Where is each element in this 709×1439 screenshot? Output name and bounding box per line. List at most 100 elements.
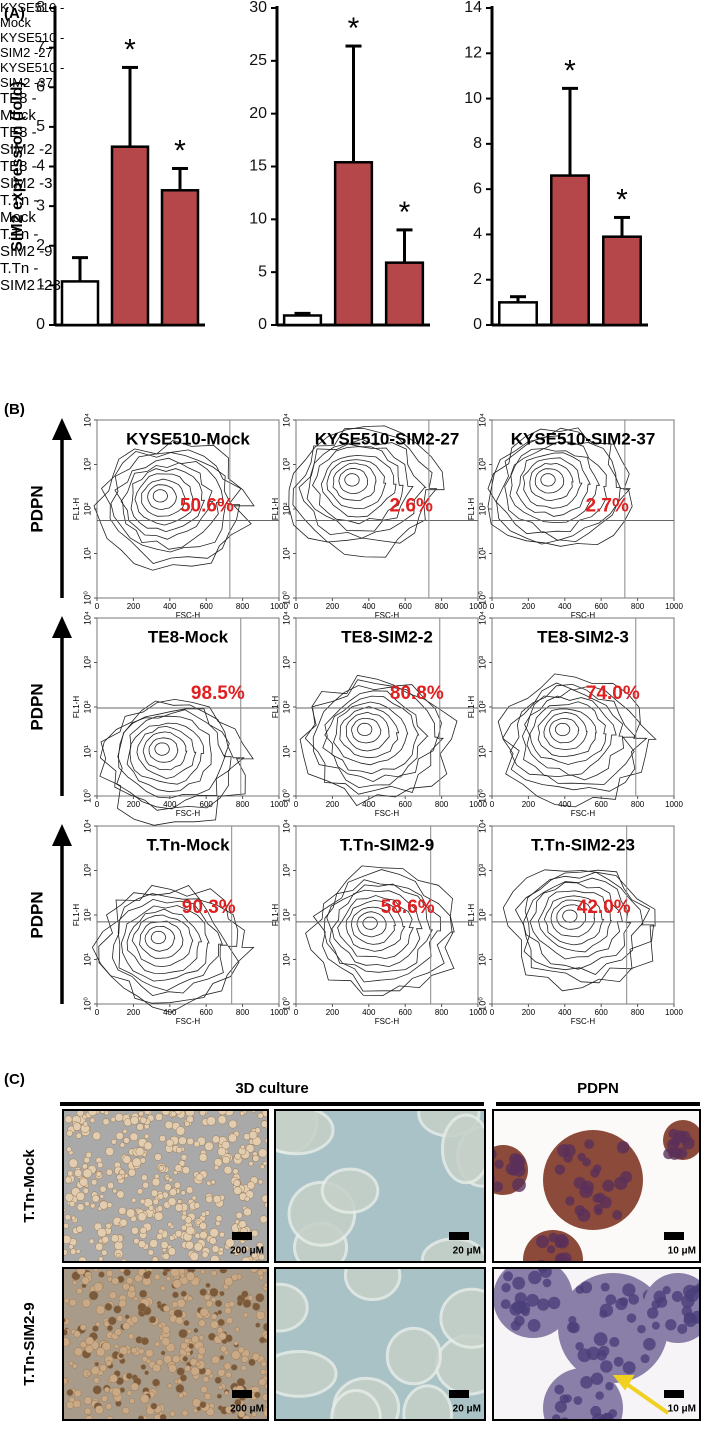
y-tick-label: 10²: [82, 700, 92, 713]
y-tick-label: 10²: [477, 908, 487, 921]
y-tick-label: 10⁴: [477, 611, 487, 625]
cell: [98, 1256, 104, 1262]
cell: [81, 1163, 88, 1170]
cell: [126, 1390, 133, 1396]
cell: [217, 1147, 227, 1157]
contour: [110, 451, 232, 553]
y-tick-label: 30: [249, 0, 267, 16]
x-tick-label: 200: [522, 1008, 536, 1017]
y-tick-label: 10³: [281, 656, 291, 669]
cell: [138, 1111, 144, 1117]
cell: [260, 1369, 267, 1375]
cell: [219, 1290, 225, 1297]
cell: [95, 1171, 102, 1177]
cell: [154, 1211, 164, 1221]
y-tick-label: 10²: [281, 908, 291, 921]
y-tick-label: 10⁰: [281, 591, 291, 605]
contour: [529, 462, 574, 502]
x-tick-label: T.Tn -SIM2 -9: [0, 226, 53, 260]
contour: [326, 459, 387, 510]
cell: [124, 1314, 130, 1320]
cell: [219, 1268, 228, 1274]
cell: [180, 1273, 186, 1279]
cell: [97, 1161, 104, 1169]
cell: [71, 1215, 76, 1221]
cell: [239, 1111, 245, 1116]
cell: [200, 1385, 208, 1394]
cell: [258, 1148, 268, 1158]
y-tick-label: 10¹: [82, 745, 92, 758]
y-tick-label: 25: [249, 52, 267, 69]
cell: [231, 1409, 236, 1414]
cell: [160, 1241, 169, 1249]
x-tick-label: 600: [595, 602, 609, 611]
nucleus: [528, 1270, 542, 1285]
contour: [126, 908, 203, 974]
x-tick-label: KYSE510 -Mock: [0, 0, 65, 30]
cell: [237, 1346, 245, 1354]
cell: [139, 1198, 146, 1205]
cell: [85, 1345, 94, 1354]
spheroid: [275, 1110, 335, 1156]
cell: [72, 1399, 82, 1409]
cell: [197, 1346, 206, 1355]
micrograph-content: [275, 1110, 485, 1262]
cell: [208, 1402, 215, 1409]
x-tick-label: 600: [595, 1008, 609, 1017]
nucleus: [512, 1178, 526, 1192]
plot-frame: [491, 617, 675, 797]
x-tick-label: 800: [631, 1008, 645, 1017]
nucleus: [527, 1318, 541, 1332]
nucleus: [593, 1332, 608, 1346]
cell: [68, 1158, 79, 1168]
y-tick-label: 10³: [477, 864, 487, 877]
nucleus: [493, 1148, 497, 1160]
y-axis-label: FL1-H: [271, 696, 280, 718]
nucleus: [681, 1306, 693, 1317]
cell: [242, 1415, 251, 1420]
spheroid: [275, 1282, 309, 1333]
nucleus: [605, 1382, 614, 1391]
cell: [183, 1320, 190, 1327]
cell: [170, 1268, 180, 1278]
cell: [243, 1245, 250, 1252]
cell: [260, 1120, 268, 1128]
cell: [224, 1307, 232, 1315]
nucleus: [647, 1307, 659, 1319]
contour: [118, 709, 226, 799]
contour: [504, 441, 607, 534]
cell: [102, 1118, 110, 1126]
cell: [241, 1355, 249, 1363]
panel-label: (B): [4, 401, 25, 418]
x-tick-label: 800: [236, 602, 250, 611]
contour: [91, 885, 255, 1013]
cell: [147, 1249, 154, 1256]
cell: [106, 1269, 114, 1277]
contour: [136, 725, 197, 780]
y-tick-label: 1: [36, 277, 45, 294]
cell: [113, 1305, 122, 1314]
cell: [199, 1307, 209, 1317]
cell: [167, 1383, 173, 1389]
cell: [169, 1410, 176, 1417]
scale-bar: [232, 1390, 252, 1398]
cell: [202, 1375, 210, 1383]
cell: [258, 1179, 264, 1185]
row-label: T.Tn-SIM2-9: [21, 1302, 38, 1385]
cell: [86, 1371, 92, 1377]
cell: [127, 1333, 135, 1340]
cell: [259, 1164, 265, 1170]
contour: [487, 427, 631, 545]
cell: [244, 1196, 250, 1202]
contour: [537, 890, 612, 953]
cell: [131, 1157, 142, 1168]
cell: [193, 1242, 203, 1252]
y-axis-label: FL1-H: [72, 696, 81, 718]
cell: [142, 1271, 151, 1280]
y-tick-label: 10⁰: [281, 789, 291, 803]
nucleus: [577, 1208, 591, 1222]
cell: [195, 1361, 201, 1367]
cell: [167, 1221, 173, 1228]
plot-title: TE8-SIM2-3: [537, 627, 629, 646]
cell: [83, 1396, 92, 1405]
